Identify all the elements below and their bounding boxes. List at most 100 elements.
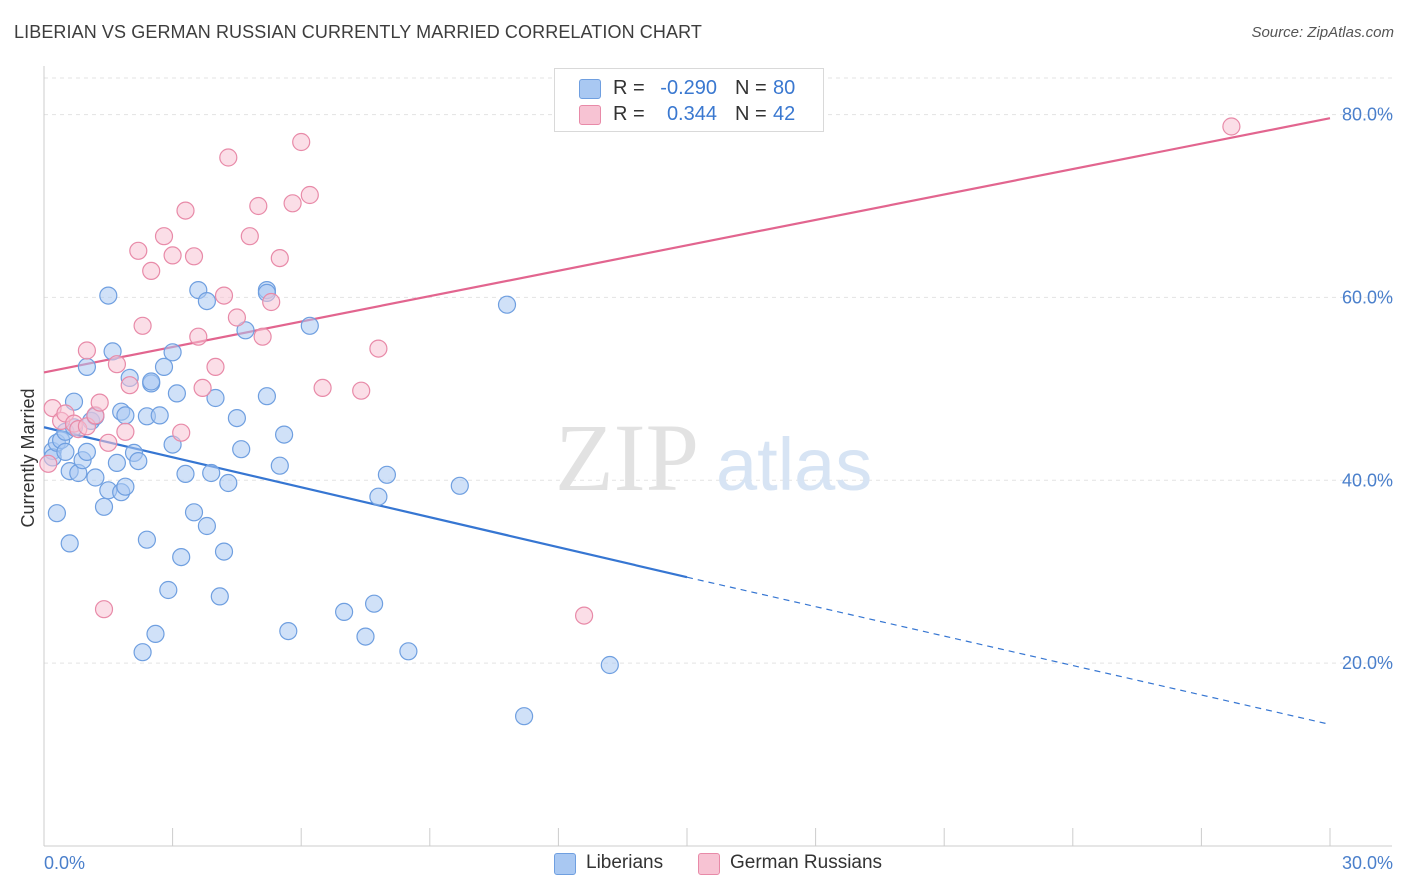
legend-swatch-liberians [579,79,601,99]
watermark-atlas: atlas [716,423,872,506]
data-point [142,372,161,391]
trend-line-liberians [43,426,688,579]
data-point [240,227,259,246]
data-point [257,387,276,406]
data-point [574,606,594,625]
legend-r-label: R = [613,77,645,99]
data-point [120,376,139,395]
data-point [94,497,114,516]
data-point [270,456,289,475]
data-point [184,247,204,266]
data-point [189,327,208,346]
legend-r-value: 0.344 [666,103,717,125]
legend-swatch-german-russians [698,853,720,875]
y-tick-label: 60.0% [1342,287,1393,307]
tick-labels: 20.0% 40.0% 60.0% 80.0% 0.0% 30.0% [44,105,1393,873]
data-point [262,292,281,312]
series-legend: Liberians German Russians [0,852,1406,878]
data-point [146,624,165,644]
data-point [399,642,418,661]
legend-swatch-liberians [554,853,576,875]
data-point [227,308,246,327]
data-point [142,261,161,280]
data-point [99,286,118,305]
legend-n-label: N = [735,103,767,125]
series-liberians [43,281,619,726]
data-point [377,465,396,484]
data-point [172,423,191,442]
data-point [77,341,97,360]
data-point [1222,117,1241,136]
x-tick-label: 30.0% [1342,853,1393,873]
data-point [77,357,97,376]
data-point [313,378,332,397]
legend-label-liberians: Liberians [586,852,664,873]
y-axis-label: Currently Married [18,388,38,527]
x-tick-label: 0.0% [44,853,85,873]
data-point [300,185,319,205]
legend-r-label: R = [613,103,645,125]
data-point [154,357,174,376]
data-point [172,547,191,567]
data-points [39,117,1241,726]
data-point [292,132,311,152]
legend-r-value: -0.290 [660,77,717,99]
data-point [219,148,238,167]
data-point [249,196,268,216]
data-point [94,600,114,619]
data-point [214,542,234,561]
data-point [60,534,79,553]
data-point [107,355,127,374]
data-point [335,602,354,622]
legend-n-value: 80 [773,77,796,99]
data-point [270,249,289,268]
data-point [116,406,135,425]
data-point [159,580,178,600]
data-point [77,442,97,461]
data-point [137,530,156,549]
data-point [275,425,294,444]
data-point [352,381,371,400]
data-point [107,453,127,472]
legend-swatch-german-russians [579,105,601,125]
data-point [47,504,67,523]
data-point [202,463,221,483]
data-point [56,442,75,461]
legend-n-value: 42 [773,103,796,125]
trend-line-extension-liberians [686,576,1331,725]
data-point [450,476,469,495]
correlation-legend: R = -0.290 N = 80 R = 0.344 N = 42 [554,68,824,132]
legend-row-german-russians: R = 0.344 N = 42 [555,101,823,129]
data-point [116,477,135,496]
data-point [193,378,212,397]
data-point [600,655,619,675]
data-point [99,433,118,452]
data-point [154,227,174,246]
data-point [206,357,225,376]
data-point [133,316,152,335]
data-point [39,454,58,473]
data-point [227,409,246,428]
data-point [86,468,105,487]
data-point [365,594,384,613]
y-tick-label: 80.0% [1342,105,1393,125]
data-point [163,246,182,265]
data-point [210,587,229,606]
data-point [232,440,251,459]
data-point [184,503,204,522]
data-point [497,295,517,314]
data-point [197,516,216,536]
data-point [133,643,152,662]
data-point [167,384,186,403]
data-point [150,406,169,425]
grid-lines [44,77,1392,664]
chart-source: Source: ZipAtlas.com [1251,24,1394,41]
legend-label-german-russians: German Russians [730,852,883,873]
y-tick-label: 40.0% [1342,470,1393,490]
watermark-zip: ZIP [555,404,699,511]
legend-row-liberians: R = -0.290 N = 80 [555,75,823,103]
data-point [163,343,182,362]
data-point [356,627,375,646]
chart-title: LIBERIAN VS GERMAN RUSSIAN CURRENTLY MAR… [14,22,702,42]
